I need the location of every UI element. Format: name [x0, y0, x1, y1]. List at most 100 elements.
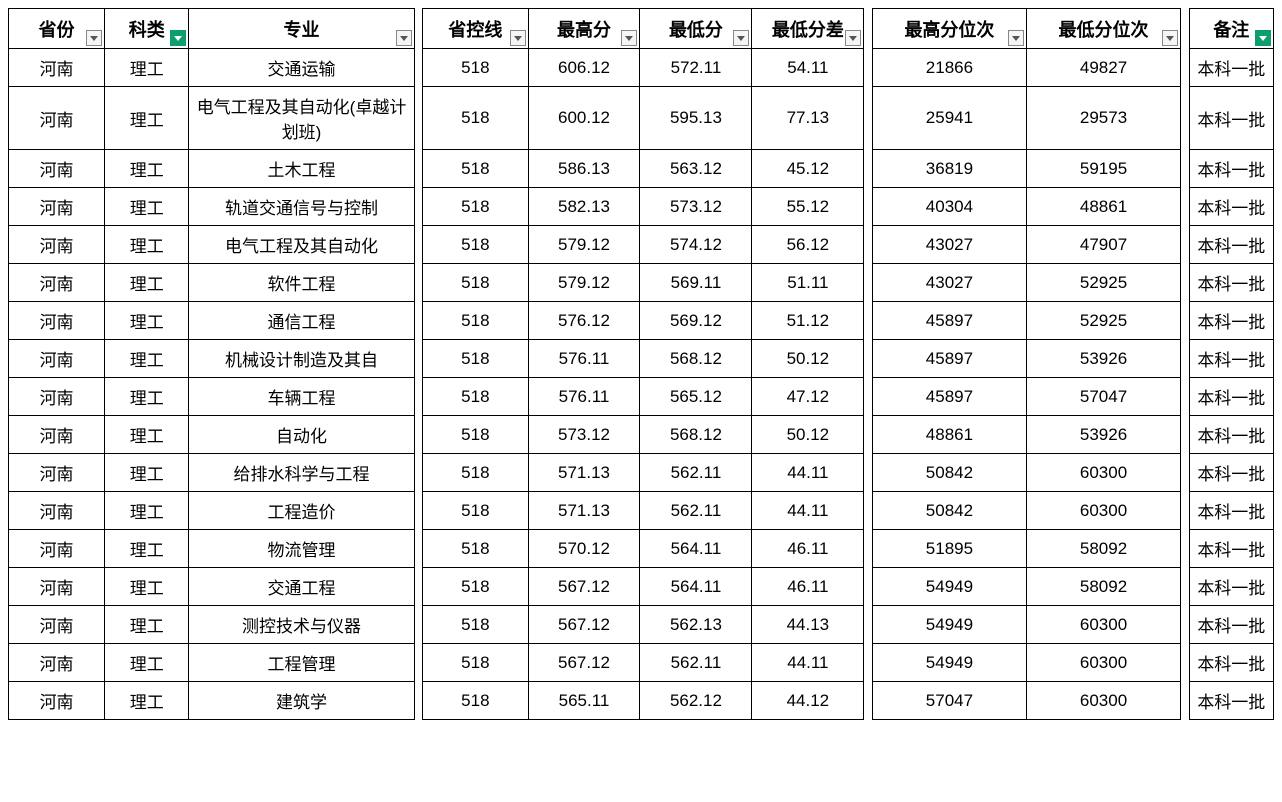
- column-gap: [1181, 150, 1190, 188]
- column-gap: [864, 264, 873, 302]
- filter-dropdown-icon[interactable]: [1162, 30, 1178, 46]
- cell-line: 518: [423, 340, 528, 378]
- column-header-line: 省控线: [423, 9, 528, 49]
- cell-maxrank: 43027: [872, 264, 1026, 302]
- cell-note: 本科一批: [1189, 454, 1273, 492]
- cell-major: 交通运输: [189, 49, 414, 87]
- cell-max: 582.13: [528, 188, 640, 226]
- cell-max: 579.12: [528, 226, 640, 264]
- column-gap: [864, 87, 873, 150]
- column-gap: [414, 454, 423, 492]
- cell-max: 576.11: [528, 378, 640, 416]
- cell-max: 606.12: [528, 49, 640, 87]
- cell-major: 物流管理: [189, 530, 414, 568]
- table-row: 河南理工车辆工程518576.11565.1247.124589757047本科…: [9, 378, 1274, 416]
- column-gap: [414, 188, 423, 226]
- cell-note: 本科一批: [1189, 644, 1273, 682]
- table-row: 河南理工工程管理518567.12562.1144.115494960300本科…: [9, 644, 1274, 682]
- cell-major: 工程造价: [189, 492, 414, 530]
- cell-minrank: 60300: [1026, 682, 1180, 720]
- table-row: 河南理工机械设计制造及其自518576.11568.1250.124589753…: [9, 340, 1274, 378]
- column-gap: [414, 9, 423, 49]
- cell-major: 交通工程: [189, 568, 414, 606]
- column-gap: [864, 302, 873, 340]
- cell-minrank: 53926: [1026, 340, 1180, 378]
- cell-min: 562.11: [640, 492, 752, 530]
- table-row: 河南理工建筑学518565.11562.1244.125704760300本科一…: [9, 682, 1274, 720]
- cell-min: 569.11: [640, 264, 752, 302]
- cell-province: 河南: [9, 150, 105, 188]
- cell-min: 595.13: [640, 87, 752, 150]
- column-gap: [1181, 49, 1190, 87]
- filter-dropdown-icon[interactable]: [621, 30, 637, 46]
- cell-maxrank: 54949: [872, 644, 1026, 682]
- cell-maxrank: 57047: [872, 682, 1026, 720]
- column-header-province: 省份: [9, 9, 105, 49]
- cell-min: 572.11: [640, 49, 752, 87]
- cell-line: 518: [423, 492, 528, 530]
- cell-max: 600.12: [528, 87, 640, 150]
- column-gap: [1181, 644, 1190, 682]
- cell-minrank: 52925: [1026, 302, 1180, 340]
- column-header-major: 专业: [189, 9, 414, 49]
- column-label: 最低分: [669, 20, 723, 40]
- column-header-maxrank: 最高分位次: [872, 9, 1026, 49]
- column-gap: [1181, 606, 1190, 644]
- filter-dropdown-icon[interactable]: [1255, 30, 1271, 46]
- cell-minrank: 59195: [1026, 150, 1180, 188]
- cell-line: 518: [423, 188, 528, 226]
- column-gap: [414, 302, 423, 340]
- cell-category: 理工: [105, 264, 189, 302]
- cell-line: 518: [423, 226, 528, 264]
- cell-minrank: 53926: [1026, 416, 1180, 454]
- filter-dropdown-icon[interactable]: [845, 30, 861, 46]
- cell-major: 机械设计制造及其自: [189, 340, 414, 378]
- cell-max: 571.13: [528, 454, 640, 492]
- column-gap: [864, 188, 873, 226]
- filter-dropdown-icon[interactable]: [86, 30, 102, 46]
- column-gap: [1181, 264, 1190, 302]
- cell-mindiff: 45.12: [752, 150, 864, 188]
- table-row: 河南理工交通工程518567.12564.1146.115494958092本科…: [9, 568, 1274, 606]
- cell-min: 563.12: [640, 150, 752, 188]
- cell-line: 518: [423, 150, 528, 188]
- cell-min: 568.12: [640, 340, 752, 378]
- column-gap: [864, 454, 873, 492]
- cell-min: 564.11: [640, 568, 752, 606]
- column-gap: [1181, 492, 1190, 530]
- cell-minrank: 60300: [1026, 644, 1180, 682]
- cell-note: 本科一批: [1189, 606, 1273, 644]
- cell-minrank: 58092: [1026, 568, 1180, 606]
- table-row: 河南理工土木工程518586.13563.1245.123681959195本科…: [9, 150, 1274, 188]
- cell-maxrank: 21866: [872, 49, 1026, 87]
- column-label: 省控线: [448, 20, 502, 40]
- cell-province: 河南: [9, 87, 105, 150]
- filter-dropdown-icon[interactable]: [396, 30, 412, 46]
- cell-maxrank: 54949: [872, 568, 1026, 606]
- cell-province: 河南: [9, 644, 105, 682]
- column-gap: [1181, 530, 1190, 568]
- cell-minrank: 58092: [1026, 530, 1180, 568]
- table-row: 河南理工轨道交通信号与控制518582.13573.1255.124030448…: [9, 188, 1274, 226]
- filter-dropdown-icon[interactable]: [1008, 30, 1024, 46]
- cell-line: 518: [423, 378, 528, 416]
- filter-dropdown-icon[interactable]: [733, 30, 749, 46]
- cell-maxrank: 54949: [872, 606, 1026, 644]
- cell-note: 本科一批: [1189, 150, 1273, 188]
- cell-max: 576.12: [528, 302, 640, 340]
- cell-province: 河南: [9, 454, 105, 492]
- cell-mindiff: 50.12: [752, 340, 864, 378]
- cell-note: 本科一批: [1189, 302, 1273, 340]
- filter-dropdown-icon[interactable]: [510, 30, 526, 46]
- cell-max: 571.13: [528, 492, 640, 530]
- column-gap: [864, 49, 873, 87]
- cell-minrank: 60300: [1026, 492, 1180, 530]
- cell-province: 河南: [9, 682, 105, 720]
- cell-note: 本科一批: [1189, 87, 1273, 150]
- cell-mindiff: 44.11: [752, 644, 864, 682]
- cell-major: 电气工程及其自动化(卓越计划班): [189, 87, 414, 150]
- filter-dropdown-icon[interactable]: [170, 30, 186, 46]
- column-gap: [1181, 378, 1190, 416]
- cell-mindiff: 50.12: [752, 416, 864, 454]
- cell-max: 573.12: [528, 416, 640, 454]
